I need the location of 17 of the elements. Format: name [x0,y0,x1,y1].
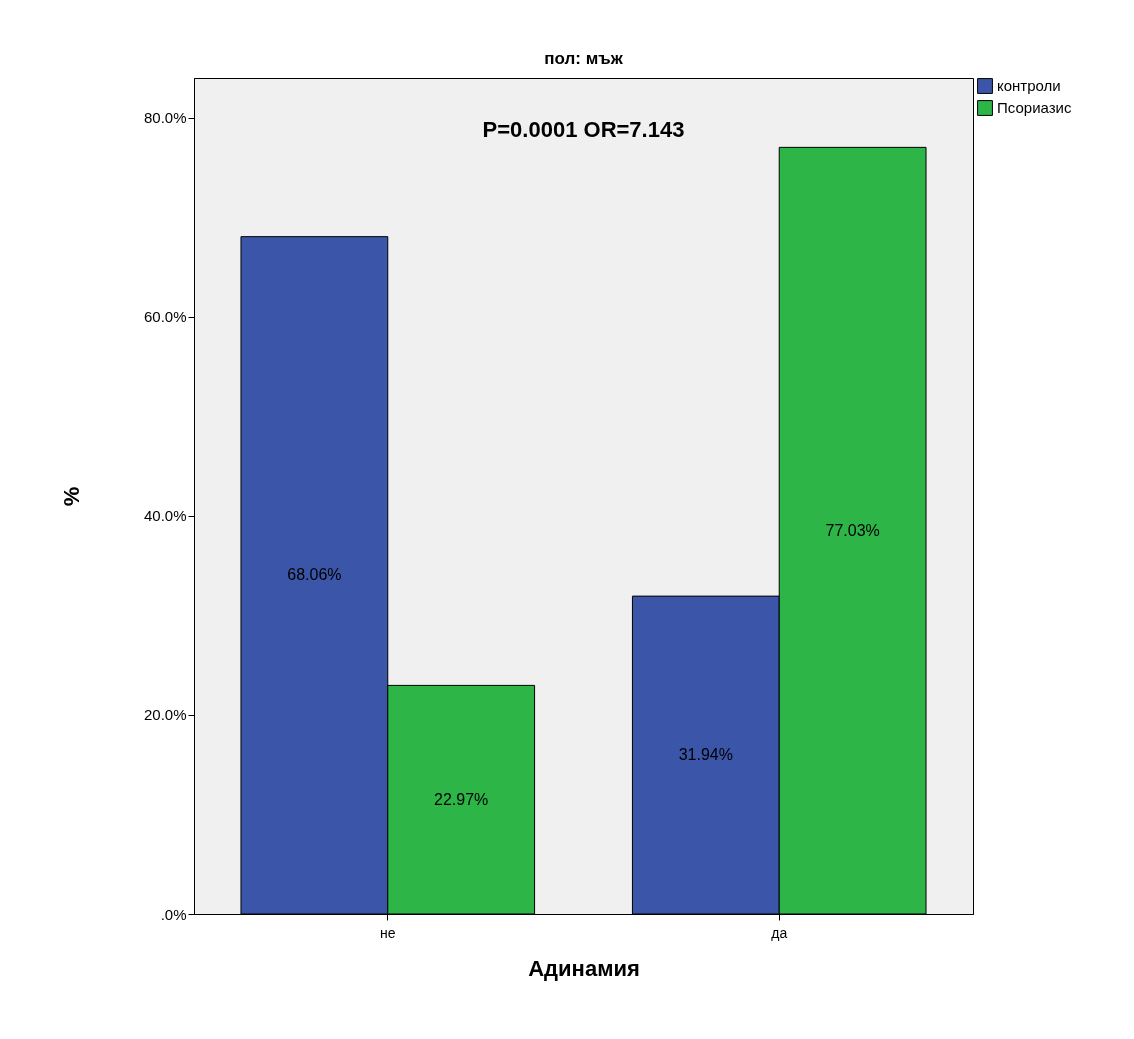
y-tick-label: 60.0% [143,308,187,326]
annotation: P=0.0001 OR=7.143 [482,117,685,142]
data-label: 68.06% [287,566,342,584]
x-axis-title: Адинамия [528,955,640,981]
data-label: 31.94% [678,746,733,764]
legend-label: контроли [997,77,1061,94]
chart-title: пол: мъж [544,49,624,68]
x-tick-label: да [771,924,788,941]
y-tick-label: 40.0% [143,507,187,525]
x-tick-label: не [380,924,396,941]
y-axis-title: % [58,486,84,507]
y-tick-label: 20.0% [143,706,187,724]
data-label: 22.97% [434,790,489,808]
y-tick-label: .0% [160,905,187,923]
legend-label: Псориазис [997,99,1072,116]
data-label: 77.03% [825,521,880,539]
y-tick-label: 80.0% [143,109,187,127]
